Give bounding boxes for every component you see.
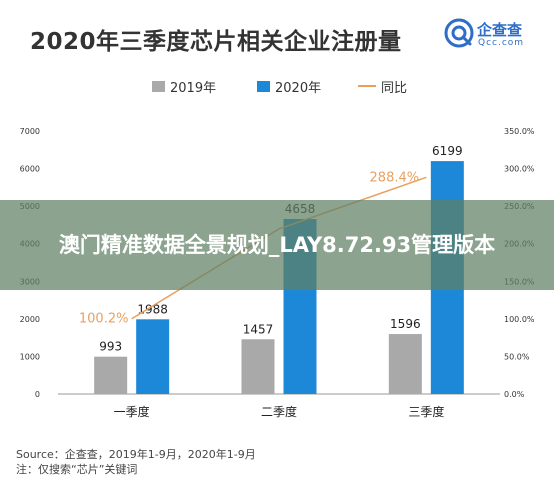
legend-item-yoy: 同比: [358, 76, 407, 96]
yoy-data-label: 100.2%: [79, 312, 129, 327]
bar-data-label: 1596: [390, 317, 421, 331]
legend-label-2019: 2019年: [170, 80, 217, 96]
chart-footer: Source：企查查，2019年1-9月，2020年1-9月 注：仅搜索“芯片”…: [16, 447, 256, 477]
y2-tick-label: 50.0%: [504, 352, 530, 361]
chart-legend: 2019年 2020年 同比: [0, 76, 554, 96]
legend-item-2019: 2019年: [152, 76, 216, 96]
logo-name: 企查查: [477, 21, 523, 39]
bar-2019-1: [94, 356, 128, 394]
chart-title: 2020年三季度芯片相关企业注册量: [30, 29, 402, 55]
bar-data-label: 1988: [137, 302, 168, 316]
legend-item-2020: 2020年: [257, 76, 321, 96]
source-note: Source：企查查，2019年1-9月，2020年1-9月: [16, 448, 256, 461]
x-tick-label: 三季度: [408, 404, 444, 419]
legend-label-yoy: 同比: [381, 80, 408, 96]
bar-2020-1: [136, 319, 170, 394]
footnote: 注：仅搜索“芯片”关键词: [16, 463, 138, 476]
y-tick-label: 1000: [20, 352, 40, 361]
bar-2019-3: [388, 334, 422, 394]
y-tick-label: 6000: [20, 165, 40, 174]
legend-swatch-2020: [257, 80, 270, 92]
logo-domain: Qcc.com: [478, 38, 525, 48]
y2-tick-label: 300.0%: [504, 165, 535, 174]
x-tick-label: 一季度: [114, 404, 150, 419]
legend-label-2020: 2020年: [275, 80, 322, 96]
header: 2020年三季度芯片相关企业注册量 企查查 Qcc.com: [0, 0, 554, 70]
legend-swatch-2019: [152, 80, 165, 92]
bar-data-label: 993: [99, 340, 122, 354]
watermark-banner: 澳门精准数据全景规划_LAY8.72.93管理版本: [0, 200, 554, 290]
y2-tick-label: 0.0%: [504, 390, 525, 399]
bar-data-label: 6199: [432, 144, 463, 158]
bar-2019-2: [241, 339, 275, 394]
bar-data-label: 1457: [243, 322, 274, 336]
y2-tick-label: 100.0%: [504, 315, 535, 324]
brand-logo: 企查查 Qcc.com: [444, 18, 544, 52]
legend-swatch-yoy: [358, 85, 376, 87]
yoy-data-label: 288.4%: [370, 170, 420, 185]
y2-tick-label: 350.0%: [504, 127, 535, 136]
watermark-text: 澳门精准数据全景规划_LAY8.72.93管理版本: [58, 233, 496, 257]
y-tick-label: 2000: [20, 315, 40, 324]
y-tick-label: 7000: [20, 127, 40, 136]
x-tick-label: 二季度: [261, 404, 297, 419]
y-tick-label: 0: [35, 390, 40, 399]
qcc-logo-icon: [444, 18, 474, 48]
